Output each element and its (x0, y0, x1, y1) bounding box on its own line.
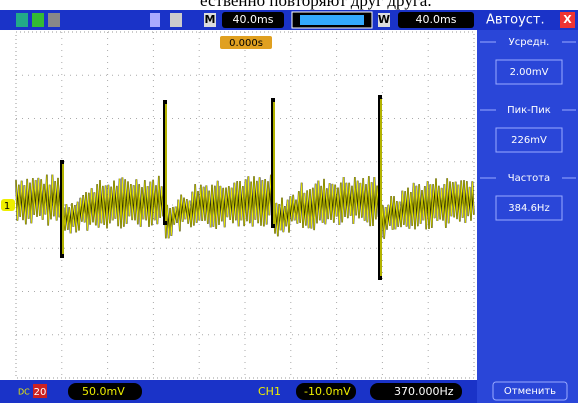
caption: ественно повторяют друг друга. (200, 0, 432, 10)
volts-div: 50.0mV (82, 385, 125, 398)
measure-label: Усредн. (509, 37, 550, 48)
bandwidth: 20 (34, 387, 47, 398)
window: 40.0ms (416, 13, 457, 26)
oscilloscope-screen: ественно повторяют друг друга. M 40.0ms … (0, 0, 578, 403)
toolbar-icon[interactable] (32, 13, 44, 27)
close-label[interactable]: X (563, 13, 572, 26)
measure-label: Пик-Пик (507, 105, 551, 116)
toolbar-icon[interactable] (170, 13, 182, 27)
side-panel (477, 30, 578, 403)
measure-value: 384.6Hz (508, 203, 549, 214)
toolbar-icon[interactable] (16, 13, 28, 27)
measure-value: 2.00mV (510, 67, 549, 78)
coupling: DC (18, 388, 30, 397)
measure-value: 226mV (511, 135, 547, 146)
panel-title: Автоуст. (486, 13, 545, 28)
timebase-label: M (205, 13, 216, 26)
toolbar-icon[interactable] (48, 13, 60, 27)
window-trace (300, 15, 364, 25)
cancel-label[interactable]: Отменить (504, 386, 556, 397)
channel: CH1 (258, 385, 281, 398)
measure-label: Частота (508, 173, 550, 184)
frequency: 370.000Hz (394, 385, 454, 398)
toolbar-icon[interactable] (150, 13, 160, 27)
window-label: W (378, 13, 390, 26)
trigger-level: -10.0mV (304, 385, 351, 398)
channel-marker: 1 (4, 201, 10, 212)
trigger-position: 0.000s (229, 38, 263, 49)
timebase: 40.0ms (233, 13, 274, 26)
